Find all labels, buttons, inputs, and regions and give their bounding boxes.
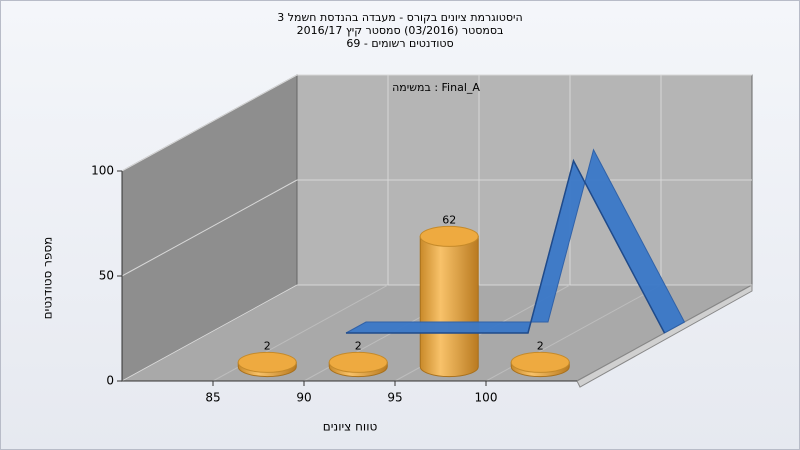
title-line: סטודנטים רשומים - 69 <box>346 37 453 50</box>
y-axis-label: מספר סטודנטים <box>41 237 55 320</box>
title-line: בסמסטר (03/2016) סמסטר קיץ 2016/17 <box>297 24 504 37</box>
title-line: היסטוגרמת ציונים בקורס - מעבדה בהנדסת חש… <box>277 11 522 24</box>
line-path <box>346 158 666 334</box>
y-tick-label: 100 <box>91 164 114 178</box>
plot-area: 0 50 100 85 90 95 100 2 2 62 2 <box>91 74 753 405</box>
bar-top <box>237 351 297 373</box>
x-tick-label: 85 <box>205 391 220 405</box>
bar <box>419 235 479 378</box>
data-label: 2 <box>537 339 544 352</box>
x-tick-label: 95 <box>387 391 402 405</box>
grid-line <box>121 74 298 172</box>
x-tick-label: 100 <box>475 391 498 405</box>
bar-top <box>419 225 479 247</box>
x-axis-label: טווח ציונים <box>323 420 378 434</box>
bar-top <box>510 351 570 373</box>
x-tick-label: 90 <box>296 391 311 405</box>
y-tick-label: 50 <box>99 269 114 283</box>
grid-line <box>121 179 298 277</box>
data-label: 62 <box>442 213 456 226</box>
data-label: 2 <box>355 339 362 352</box>
y-tick-label: 0 <box>106 374 114 388</box>
grid-line <box>121 284 298 382</box>
bar-top <box>328 351 388 373</box>
data-label: 2 <box>264 339 271 352</box>
annotation: במשימה : Final_A <box>392 81 480 94</box>
right-edge <box>576 284 753 388</box>
